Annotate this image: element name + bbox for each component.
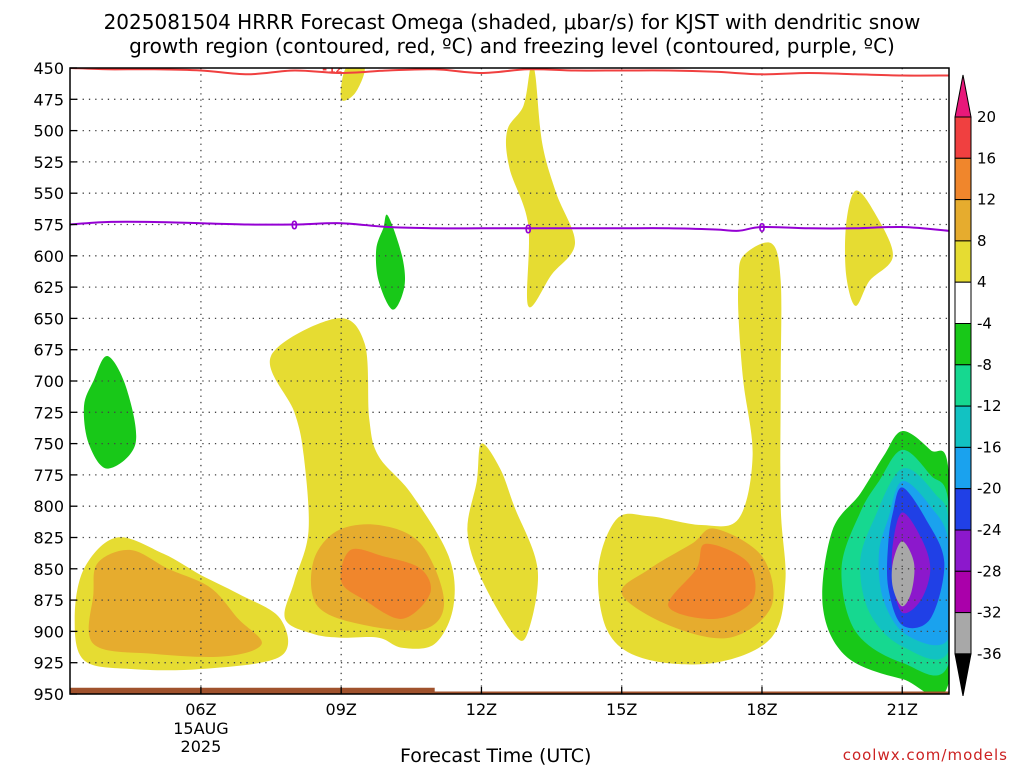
- freezing-label-0: 0: [291, 219, 298, 233]
- y-tick-label-4: 550: [33, 184, 64, 203]
- colorbar-swatch-5: [954, 281, 972, 325]
- colorbar-tick-4: 4: [977, 273, 987, 291]
- y-tick-label-13: 775: [33, 466, 64, 485]
- x-tick-label-5: 21Z: [887, 700, 918, 719]
- colorbar-tick-10: -24: [977, 521, 1002, 539]
- x-axis-label: Forecast Time (UTC): [400, 745, 592, 767]
- omega-region-13: [83, 355, 137, 469]
- y-tick-label-12: 750: [33, 435, 64, 454]
- chart-title-line-1: 2025081504 HRRR Forecast Omega (shaded, …: [103, 10, 921, 34]
- y-tick-label-9: 675: [33, 341, 64, 360]
- y-tick-label-1: 475: [33, 90, 64, 109]
- omega-region-1: [505, 68, 576, 308]
- y-tick-label-19: 925: [33, 654, 64, 673]
- contour-lines: -12 0 0 0: [70, 62, 949, 236]
- colorbar-tick-13: -36: [977, 645, 1002, 663]
- omega-region-7: [88, 549, 262, 658]
- y-tick-label-14: 800: [33, 497, 64, 516]
- omega-region-20: [891, 541, 915, 607]
- y-tick-label-20: 950: [33, 685, 64, 704]
- x-tick-label-1: 09Z: [326, 700, 357, 719]
- colorbar-tick-8: -16: [977, 438, 1002, 456]
- freezing-contour: [70, 220, 949, 232]
- colorbar-tick-11: -28: [977, 562, 1002, 580]
- omega-region-21: [70, 687, 949, 694]
- colorbar-swatch-7: [954, 364, 972, 407]
- colorbar-top-arrow: [954, 74, 972, 118]
- date-label-line-0: 15AUG: [173, 719, 228, 738]
- omega-region-2: [844, 190, 893, 306]
- colorbar-tick-2: 12: [977, 191, 996, 209]
- colorbar-swatch-13: [954, 612, 972, 655]
- y-axis-ticks: 450 475 500 525 550 575 600 625 650 675 700 725 750 7…: [33, 59, 77, 704]
- colorbar-tick-12: -32: [977, 604, 1002, 622]
- x-tick-label-2: 12Z: [466, 700, 497, 719]
- colorbar-tick-7: -12: [977, 397, 1002, 415]
- colorbar-swatch-9: [954, 446, 972, 490]
- x-tick-label-0: 06Z: [185, 700, 216, 719]
- omega-region-11: [668, 543, 756, 620]
- omega-region-4: [467, 443, 539, 641]
- chart-title-line-2: growth region (contoured, red, ºC) and f…: [129, 34, 895, 58]
- credit-text: coolwx.com/models: [842, 746, 1008, 764]
- colorbar-swatch-6: [954, 323, 972, 366]
- colorbar-swatch-4: [954, 240, 972, 283]
- colorbar-swatch-1: [954, 116, 972, 159]
- colorbar-tick-0: 20: [977, 108, 996, 126]
- y-tick-label-16: 850: [33, 560, 64, 579]
- freezing-label-2: 0: [758, 221, 765, 235]
- colorbar-tick-5: -4: [977, 315, 992, 333]
- colorbar-swatch-8: [954, 405, 972, 448]
- y-tick-label-15: 825: [33, 529, 64, 548]
- colorbar-tick-3: 8: [977, 232, 987, 250]
- y-tick-label-17: 875: [33, 591, 64, 610]
- x-tick-label-4: 18Z: [746, 700, 777, 719]
- y-tick-label-10: 700: [33, 372, 64, 391]
- y-tick-label-7: 625: [33, 278, 64, 297]
- colorbar-swatch-11: [954, 529, 972, 572]
- y-tick-label-2: 500: [33, 122, 64, 141]
- colorbar-tick-1: 16: [977, 149, 996, 167]
- omega-region-12: [375, 214, 406, 310]
- x-tick-label-3: 15Z: [606, 700, 637, 719]
- y-tick-label-6: 600: [33, 247, 64, 266]
- date-label-line-1: 2025: [181, 737, 222, 756]
- colorbar-swatch-10: [954, 488, 972, 531]
- colorbar-tick-6: -8: [977, 356, 992, 374]
- omega-region-0: [340, 68, 365, 101]
- colorbar: 20 16 12 8 4 -4 -8 -12 -16 -20 -24 -28 -32 -36: [954, 74, 1002, 696]
- dendritic-label-0: -12: [321, 62, 343, 76]
- colorbar-tick-9: -20: [977, 480, 1002, 498]
- y-tick-label-0: 450: [33, 59, 64, 78]
- y-tick-label-5: 575: [33, 216, 64, 235]
- colorbar-swatch-12: [954, 570, 972, 614]
- omega-shaded-regions: [70, 68, 949, 694]
- y-tick-label-18: 900: [33, 622, 64, 641]
- y-tick-label-3: 525: [33, 153, 64, 172]
- y-tick-label-11: 725: [33, 403, 64, 422]
- colorbar-swatch-2: [954, 157, 972, 201]
- colorbar-bottom-arrow: [954, 653, 972, 696]
- dendritic-contour: [70, 68, 949, 77]
- omega-region-10: [340, 548, 431, 619]
- colorbar-swatch-3: [954, 199, 972, 242]
- y-tick-label-8: 650: [33, 309, 64, 328]
- freezing-label-1: 0: [525, 222, 532, 236]
